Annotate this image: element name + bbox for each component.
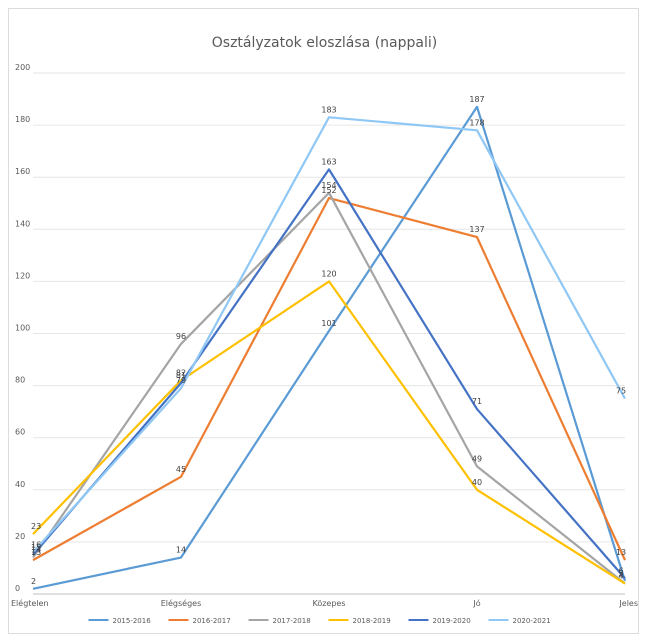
- y-tick-label: 0: [15, 584, 20, 593]
- x-tick-label: Jó: [472, 598, 480, 608]
- legend: 2015-2016 2016-2017 2017-2018 2018-2019 2019…: [88, 617, 551, 625]
- x-axis-ticks: Elégtelen Elégséges Közepes Jó Jeles: [11, 598, 638, 608]
- y-axis-ticks: 0 20 40 60 80 100 120 140 160 180 200: [15, 63, 30, 593]
- series-line: [32, 191, 626, 585]
- x-tick-label: Elégtelen: [11, 598, 49, 608]
- y-tick-label: 180: [15, 115, 30, 124]
- data-label: 45: [176, 465, 186, 474]
- data-label: 4: [618, 572, 623, 581]
- data-label: 152: [321, 186, 336, 195]
- data-label: 4: [618, 572, 623, 581]
- series-line: [32, 196, 627, 562]
- series-line: [32, 116, 626, 554]
- data-label: 16: [31, 540, 41, 549]
- data-label: 81: [176, 371, 186, 380]
- data-label: 101: [321, 319, 336, 328]
- data-label: 40: [472, 478, 482, 487]
- data-label: 96: [176, 332, 186, 341]
- data-label: 14: [31, 546, 41, 555]
- data-label: 23: [31, 522, 41, 531]
- y-tick-label: 160: [15, 167, 30, 176]
- y-tick-label: 200: [15, 63, 30, 72]
- gridlines: [33, 72, 625, 595]
- legend-label: 2016-2017: [193, 617, 231, 625]
- y-tick-label: 80: [15, 376, 25, 385]
- series-lines: [32, 105, 627, 590]
- data-label: 178: [469, 118, 484, 127]
- y-tick-label: 40: [15, 480, 25, 489]
- series-line: [32, 168, 626, 580]
- line-chart: Osztályzatok eloszlása (nappali) 0204060…: [11, 35, 638, 625]
- data-label: 163: [321, 157, 336, 166]
- data-label: 82: [176, 368, 186, 377]
- data-label: 5: [618, 569, 623, 578]
- series-line: [32, 105, 627, 590]
- y-tick-label: 140: [15, 219, 30, 228]
- data-label: 183: [321, 105, 336, 114]
- x-tick-label: Jeles: [618, 599, 638, 608]
- y-tick-label: 120: [15, 271, 30, 280]
- data-label: 120: [321, 269, 336, 278]
- data-label: 75: [616, 387, 626, 396]
- data-label: 49: [472, 454, 482, 463]
- data-label: 187: [469, 95, 484, 104]
- legend-label: 2019-2020: [433, 617, 471, 625]
- data-label: 6: [618, 566, 623, 575]
- data-label: 71: [472, 397, 482, 406]
- x-tick-label: Elégséges: [161, 598, 202, 608]
- y-tick-label: 20: [15, 532, 25, 541]
- legend-label: 2020-2021: [513, 617, 551, 625]
- data-label: 14: [176, 546, 186, 555]
- data-label: 154: [321, 181, 336, 190]
- data-label: 15: [31, 543, 41, 552]
- data-label: 13: [31, 548, 41, 557]
- x-tick-label: Közepes: [312, 599, 345, 608]
- data-label: 2: [31, 577, 36, 586]
- y-tick-label: 60: [15, 428, 25, 437]
- legend-label: 2018-2019: [353, 617, 391, 625]
- legend-label: 2017-2018: [273, 617, 311, 625]
- series-line: [32, 280, 626, 585]
- legend-label: 2015-2016: [113, 617, 152, 625]
- chart-title: Osztályzatok eloszlása (nappali): [212, 35, 437, 51]
- y-tick-label: 100: [15, 324, 30, 333]
- data-labels: 2141011875134515213713149615449423821204…: [31, 95, 626, 586]
- data-label: 79: [176, 376, 186, 385]
- data-label: 13: [616, 548, 626, 557]
- data-label: 137: [469, 225, 484, 234]
- chart-container: Osztályzatok eloszlása (nappali) 0 20 40 60…: [8, 8, 639, 634]
